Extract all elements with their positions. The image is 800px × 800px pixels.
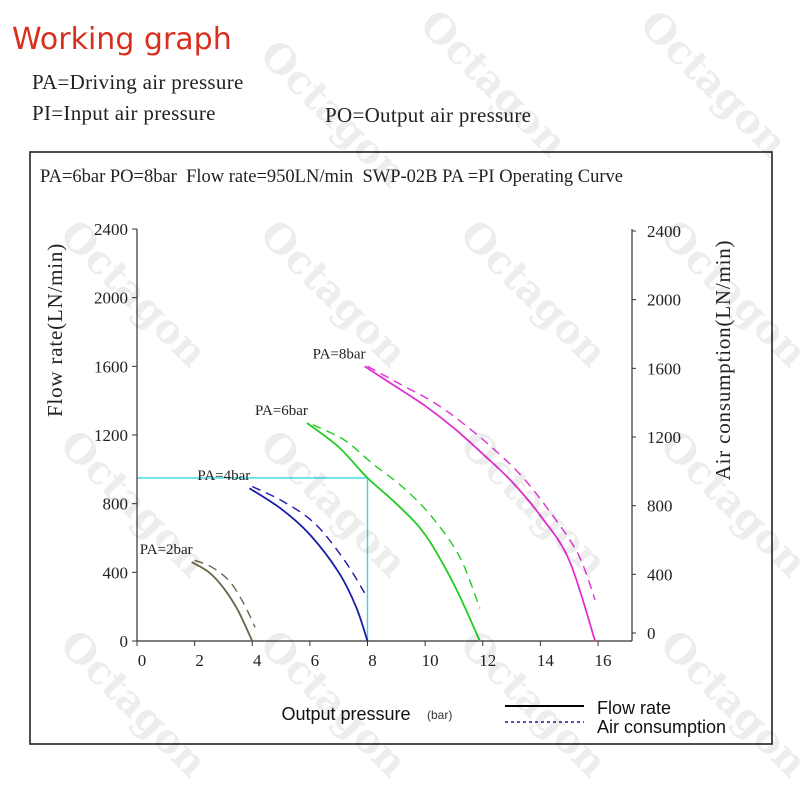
- legend-flow-label: Flow rate: [597, 698, 671, 718]
- x-tick-label: 4: [253, 651, 262, 670]
- y-tick-label: 0: [120, 632, 129, 651]
- definition-pi: PI=Input air pressure: [32, 101, 216, 125]
- operating-point-guide: [137, 477, 369, 641]
- series-label: PA=4bar: [197, 468, 250, 484]
- series-pa6bar-air-line: [312, 424, 481, 609]
- y-tick-label: 2000: [94, 289, 128, 308]
- y-tick-label: 1600: [94, 357, 128, 376]
- x-tick-label: 12: [479, 651, 496, 670]
- x-axis-title: Output pressure: [281, 704, 410, 724]
- page-title: Working graph: [12, 22, 232, 57]
- x-tick-label: 0: [138, 651, 147, 670]
- x-tick-label: 16: [595, 651, 612, 670]
- definition-po: PO=Output air pressure: [325, 103, 532, 127]
- y-tick-label: 400: [103, 563, 129, 582]
- y2-tick-label: 400: [647, 565, 673, 584]
- x-tick-label: 10: [422, 651, 439, 670]
- series-pa4bar-air-line: [251, 485, 366, 594]
- y2-axis-title: Air consumption(LN/min): [711, 240, 735, 481]
- series-label: PA=6bar: [255, 403, 308, 419]
- y-tick-label: 1200: [94, 426, 128, 445]
- series-pa8bar-flow-line: [364, 365, 596, 642]
- series-pa6bar-flow-line: [306, 422, 481, 642]
- series-pa2bar-flow-line: [191, 561, 254, 642]
- chart-frame: [29, 151, 773, 745]
- x-tick-label: 8: [368, 651, 377, 670]
- y-tick-label: 2400: [94, 220, 128, 239]
- y2-tick-label: 2400: [647, 222, 681, 241]
- series-label: PA=2bar: [140, 542, 193, 558]
- chart-caption: PA=6bar PO=8bar Flow rate=950LN/min SWP-…: [40, 167, 623, 187]
- y-axis-title: Flow rate(LN/min): [43, 243, 67, 417]
- y2-tick-label: 1600: [647, 359, 681, 378]
- y-tick-label: 800: [103, 495, 129, 514]
- y2-tick-label: 2000: [647, 291, 681, 310]
- y2-tick-label: 800: [647, 497, 673, 516]
- legend-air-label: Air consumption: [597, 717, 726, 737]
- x-axis-unit: (bar): [427, 708, 452, 722]
- x-tick-label: 6: [311, 651, 320, 670]
- series-pa4bar-flow-line: [248, 487, 369, 642]
- y2-tick-label: 1200: [647, 428, 681, 447]
- series-label: PA=8bar: [313, 346, 366, 362]
- series-pa8bar-air-line: [367, 365, 596, 601]
- x-tick-label: 14: [537, 651, 555, 670]
- y2-tick-label: 0: [647, 624, 656, 643]
- definition-pa: PA=Driving air pressure: [32, 70, 244, 94]
- x-tick-label: 2: [195, 651, 204, 670]
- series-pa2bar-air-line: [194, 559, 256, 628]
